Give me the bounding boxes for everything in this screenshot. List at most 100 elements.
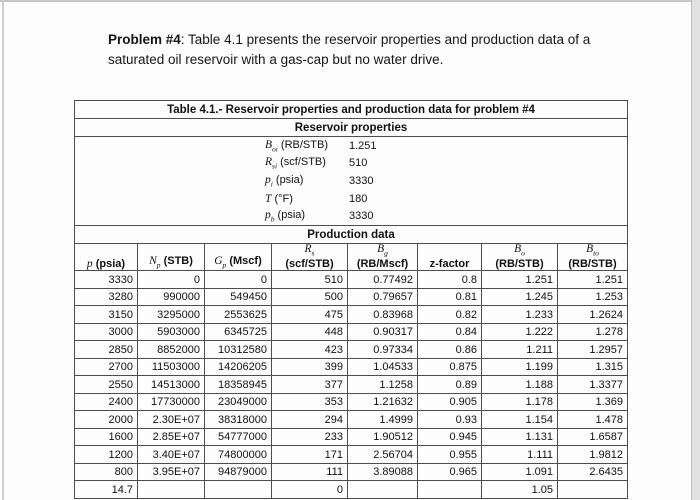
cell-Np: 990000 <box>137 287 205 307</box>
cell-Gp: 38318000 <box>204 410 272 429</box>
property-value-pb: 3330 <box>349 210 374 223</box>
cell-Bo: 1.091 <box>481 462 558 482</box>
reservoir-properties-block-row: Boi (RB/STB) 1.251 Rsi (scf/STB) 510 pi (psi… <box>74 136 628 226</box>
cell-z: 0.86 <box>417 340 482 359</box>
section-reservoir-properties: Reservoir properties <box>74 118 628 137</box>
table-title-row: Table 4.1.- Reservoir properties and pro… <box>74 100 628 119</box>
cell-p: 3330 <box>74 270 138 289</box>
table-title: Table 4.1.- Reservoir properties and pro… <box>74 100 628 119</box>
cell-Bto: 1.315 <box>557 357 628 377</box>
cell-Bg: 0.97334 <box>347 340 418 359</box>
cell-Bg: 0.79657 <box>347 287 418 307</box>
cell-p: 2000 <box>74 410 138 429</box>
cell-p: 2700 <box>74 357 138 377</box>
cell-p: 800 <box>74 462 138 482</box>
cell-Bo: 1.178 <box>481 392 558 412</box>
production-data-row-p-800: 800 3.95E+07 94879000 111 3.89088 0.965 1.091 2… <box>74 462 628 482</box>
production-data-row-p-2550: 2550 14513000 18358945 377 1.1258 0.89 1.188 1.… <box>74 375 628 394</box>
cell-Bto <box>557 480 628 499</box>
production-data-row-p-14.7: 14.7 0 1.05 <box>74 480 628 499</box>
section-production-data: Production data <box>74 225 628 244</box>
property-row-pb: pb (psia) 3330 <box>76 207 627 224</box>
cell-Bo: 1.154 <box>481 410 558 429</box>
column-header-z: z-factor <box>417 242 482 272</box>
cell-Bo: 1.188 <box>481 375 558 394</box>
cell-Rs: 171 <box>271 445 348 464</box>
table-4-1: Table 4.1.- Reservoir properties and pro… <box>74 100 628 499</box>
production-data-row-p-2700: 2700 11503000 14206205 399 1.04533 0.875 1.199… <box>74 357 628 377</box>
cell-Np: 0 <box>137 270 205 289</box>
cell-p: 2550 <box>74 375 138 394</box>
cell-Bg: 0.77492 <box>347 270 418 289</box>
cell-p: 1200 <box>74 445 138 464</box>
cell-Bo: 1.111 <box>481 445 558 464</box>
cell-Gp: 2553625 <box>204 305 272 324</box>
cell-Rs: 500 <box>271 287 348 307</box>
cell-Np: 3295000 <box>137 305 205 324</box>
column-header-Bto: Bto (RB/STB) <box>557 242 628 272</box>
property-label-pi: pi (psia) <box>265 173 304 189</box>
cell-Gp: 23049000 <box>204 392 272 412</box>
column-header-Np: Np (STB) <box>137 242 205 272</box>
cell-Bg: 1.90512 <box>347 427 418 447</box>
cell-Bto: 1.478 <box>557 410 628 429</box>
cell-Np <box>137 480 205 499</box>
cell-Rs: 377 <box>271 375 348 394</box>
cell-Gp: 74800000 <box>204 445 272 464</box>
cell-Rs: 448 <box>271 322 348 342</box>
cell-Gp: 0 <box>204 270 272 289</box>
property-row-Boi: Boi (RB/STB) 1.251 <box>76 138 627 155</box>
cell-Bto: 1.253 <box>557 287 628 307</box>
cell-Np: 3.95E+07 <box>137 462 205 482</box>
cell-Np: 5903000 <box>137 322 205 342</box>
cell-z: 0.8 <box>417 270 482 289</box>
production-data-row-p-3000: 3000 5903000 6345725 448 0.90317 0.84 1.222 1.2… <box>74 322 628 342</box>
cell-Bg: 0.83968 <box>347 305 418 324</box>
cell-Gp: 10312580 <box>204 340 272 359</box>
cell-Rs: 233 <box>271 427 348 447</box>
cell-p: 3000 <box>74 322 138 342</box>
cell-Np: 2.30E+07 <box>137 410 205 429</box>
production-data-row-p-2400: 2400 17730000 23049000 353 1.21632 0.905 1.178… <box>74 392 628 412</box>
cell-Np: 8852000 <box>137 340 205 359</box>
property-label-Boi: Boi (RB/STB) <box>265 138 328 153</box>
cell-p: 2400 <box>74 392 138 412</box>
cell-Rs: 423 <box>271 340 348 359</box>
cell-Bto: 1.3377 <box>557 375 628 394</box>
cell-z: 0.81 <box>417 287 482 307</box>
cell-p: 14.7 <box>74 480 138 499</box>
cell-Bo: 1.131 <box>481 427 558 447</box>
cell-z: 0.955 <box>417 445 482 464</box>
cell-Gp <box>204 480 272 499</box>
section-heading-row: Production data <box>74 225 628 244</box>
property-label-pb: pb (psia) <box>265 209 306 224</box>
property-value-T: 180 <box>349 192 368 205</box>
production-data-row-p-2000: 2000 2.30E+07 38318000 294 1.4999 0.93 1.154 1.… <box>74 410 628 429</box>
cell-Bto: 1.2624 <box>557 305 628 324</box>
reservoir-properties-rows: Boi (RB/STB) 1.251 Rsi (scf/STB) 510 pi (psi… <box>76 138 627 225</box>
section-heading-row: Reservoir properties <box>74 118 628 137</box>
cell-Bto: 1.6587 <box>557 427 628 447</box>
production-data-row-p-2850: 2850 8852000 10312580 423 0.97334 0.86 1.211 1.… <box>74 340 628 359</box>
cell-Gp: 54777000 <box>204 427 272 447</box>
cell-z: 0.89 <box>417 375 482 394</box>
column-header-Bg: Bg (RB/Mscf) <box>347 242 418 272</box>
cell-z: 0.945 <box>417 427 482 447</box>
column-header-Gp: Gp (Mscf) <box>204 242 272 272</box>
property-row-pi: pi (psia) 3330 <box>76 172 627 190</box>
property-label-Rsi: Rsi (scf/STB) <box>265 156 326 171</box>
cell-Gp: 6345725 <box>204 322 272 342</box>
cell-Bg: 0.90317 <box>347 322 418 342</box>
cell-Np: 11503000 <box>137 357 205 377</box>
cell-Bto: 1.2957 <box>557 340 628 359</box>
cell-Rs: 510 <box>271 270 348 289</box>
cell-Bo: 1.251 <box>481 270 558 289</box>
problem-statement: Problem #4: Table 4.1 presents the reser… <box>108 30 620 69</box>
production-data-row-p-3150: 3150 3295000 2553625 475 0.83968 0.82 1.233 1.2… <box>74 305 628 324</box>
page-edge-right <box>691 0 700 500</box>
production-header-row: p (psia) Np (STB) Gp (Mscf) Rs (scf/STB) Bg (R… <box>74 242 628 272</box>
cell-Np: 17730000 <box>137 392 205 412</box>
cell-z: 0.905 <box>417 392 482 412</box>
cell-Bg: 3.89088 <box>347 462 418 482</box>
